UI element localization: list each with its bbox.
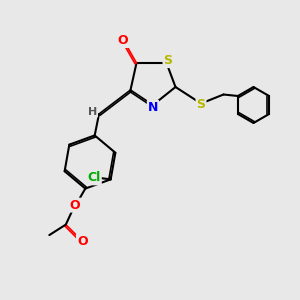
Text: Cl: Cl [88, 171, 101, 184]
Text: S: S [196, 98, 206, 112]
Text: N: N [148, 101, 158, 114]
Text: S: S [164, 54, 172, 67]
Text: O: O [118, 34, 128, 47]
Text: H: H [88, 106, 97, 117]
Text: O: O [70, 199, 80, 212]
Text: O: O [77, 235, 88, 248]
